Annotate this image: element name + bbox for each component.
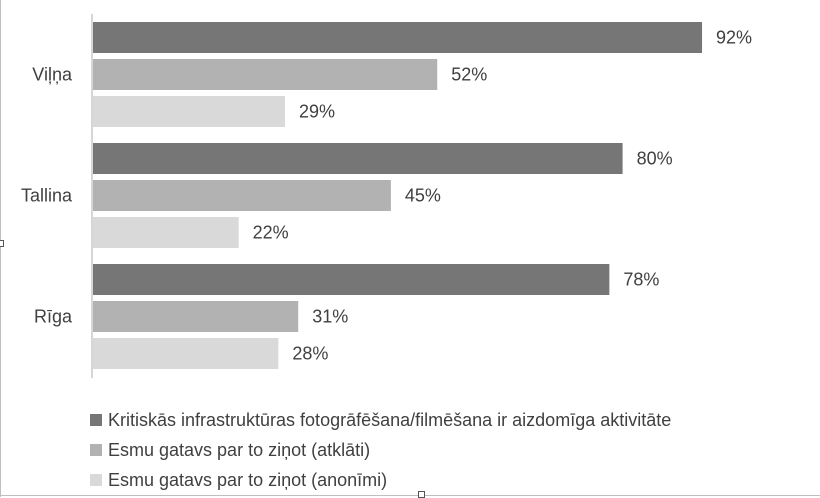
legend-item-series-1: Kritiskās infrastruktūras fotogrāfēšana/…	[90, 405, 671, 435]
legend-swatch-series-2	[90, 444, 102, 456]
legend-swatch-series-1	[90, 414, 102, 426]
data-label-2-series-1: 80%	[637, 149, 673, 169]
data-label-3-series-3: 28%	[292, 344, 328, 364]
bar-chart: Viļņa 92% 52% 29% Tallina 80% 45% 22% Rīga 78% 31%…	[21, 14, 752, 378]
chart-frame-bottom	[0, 495, 820, 496]
chart-legend: Kritiskās infrastruktūras fotogrāfēšana/…	[90, 405, 671, 495]
data-label-1-series-2: 52%	[451, 65, 487, 85]
chart-frame-left	[0, 0, 1, 497]
bar-1-series-2	[93, 59, 438, 90]
data-label-2-series-3: 22%	[253, 223, 289, 243]
bar-3-series-1	[93, 264, 610, 295]
data-label-2-series-2: 45%	[405, 186, 441, 206]
legend-item-series-3: Esmu gatavs par to ziņot (anonīmi)	[90, 465, 671, 495]
legend-label-series-1: Kritiskās infrastruktūras fotogrāfēšana/…	[108, 409, 672, 430]
bar-3-series-3	[93, 338, 279, 369]
data-label-1-series-1: 92%	[716, 28, 752, 48]
category-label-2: Tallina	[21, 186, 73, 206]
data-label-3-series-1: 78%	[623, 270, 659, 290]
bar-2-series-3	[93, 217, 239, 248]
legend-item-series-2: Esmu gatavs par to ziņot (atklāti)	[90, 435, 671, 465]
data-label-3-series-2: 31%	[312, 307, 348, 327]
category-label-1: Viļņa	[32, 65, 73, 85]
bar-3-series-2	[93, 301, 299, 332]
legend-label-series-2: Esmu gatavs par to ziņot (atklāti)	[108, 439, 371, 460]
bar-1-series-3	[93, 96, 285, 127]
data-label-1-series-3: 29%	[299, 102, 335, 122]
bar-2-series-2	[93, 180, 391, 211]
bar-2-series-1	[93, 143, 623, 174]
bar-1-series-1	[93, 22, 703, 53]
category-label-3: Rīga	[34, 307, 73, 327]
legend-swatch-series-3	[90, 474, 102, 486]
legend-label-series-3: Esmu gatavs par to ziņot (anonīmi)	[108, 469, 388, 490]
resize-handle-left[interactable]	[0, 240, 4, 247]
